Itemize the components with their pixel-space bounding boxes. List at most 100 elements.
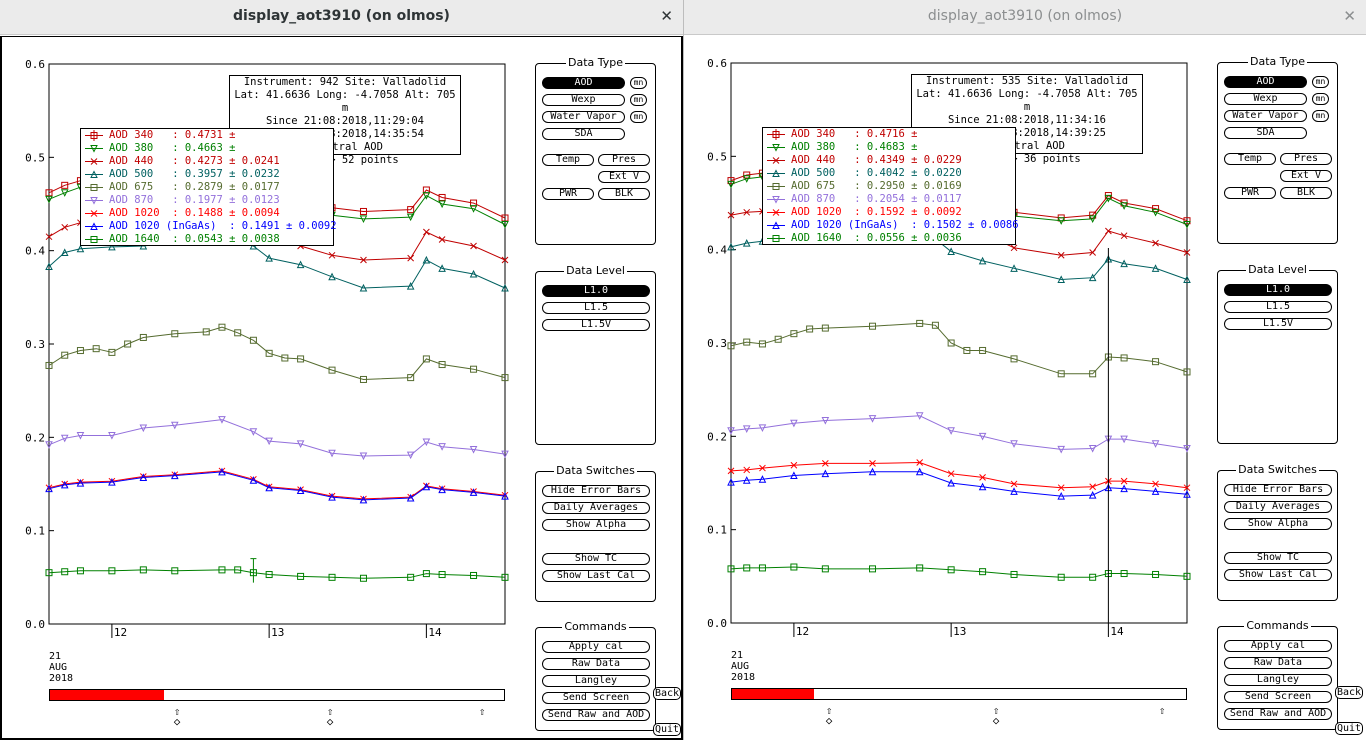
data-point [758,564,766,572]
time-scrollbar[interactable] [49,689,505,701]
wexp-button[interactable]: Wexp [1224,93,1307,105]
blk-button[interactable]: BLK [598,188,650,200]
title-bar[interactable]: display_aot3910 (on olmos) ✕ [0,0,683,35]
data-point [265,254,273,262]
data-point [139,241,148,250]
langley-button[interactable]: Langley [542,675,650,687]
show-alpha-button[interactable]: Show Alpha [1224,518,1332,530]
data-point [1183,368,1191,376]
send-screen-button[interactable]: Send Screen [1224,691,1332,703]
hide-error-bars-button[interactable]: Hide Error Bars [542,485,650,497]
sda-button[interactable]: SDA [1224,127,1307,139]
apply-cal-button[interactable]: Apply cal [542,641,650,653]
data-point [406,451,415,460]
info-since: Since 21:08:2018,11:29:04 [265,115,425,127]
show-last-cal-button[interactable]: Show Last Cal [1224,569,1332,581]
show-tc-button[interactable]: Show TC [1224,552,1332,564]
aod-mn-button[interactable]: mn [630,77,647,89]
data-point [915,467,924,476]
data-point [727,565,735,573]
time-scrollbar-thumb[interactable] [732,689,814,699]
ext-v-button[interactable]: Ext V [1280,170,1332,182]
time-marker-13[interactable]: ⇧ ◇ [326,705,334,728]
legend-label: AOD 870 : 0.1977 ± 0.0123 [109,194,280,206]
level-l15v-button[interactable]: L1.5V [542,319,650,331]
raw-data-button[interactable]: Raw Data [542,658,650,670]
send-raw-aod-button[interactable]: Send Raw and AOD [542,709,650,721]
level-l10-button[interactable]: L1.0 [542,285,650,297]
send-raw-aod-button[interactable]: Send Raw and AOD [1224,708,1332,720]
send-screen-button[interactable]: Send Screen [542,692,650,704]
data-point [438,264,446,272]
pwr-button[interactable]: PWR [1224,187,1276,199]
time-marker-12[interactable]: ⇧ ◇ [173,705,181,728]
quit-button[interactable]: Quit [1335,722,1364,735]
level-l15-button[interactable]: L1.5 [1224,301,1332,313]
data-point [1151,208,1160,217]
level-l10-button[interactable]: L1.0 [1224,284,1332,296]
aod-button[interactable]: AOD [1224,76,1307,88]
series-aod-1020-ingaas- [45,467,509,504]
apply-cal-button[interactable]: Apply cal [1224,640,1332,652]
data-point [821,460,829,467]
show-alpha-button[interactable]: Show Alpha [542,519,650,531]
data-point [171,567,179,575]
data-point [501,283,509,292]
legend-marker [772,235,780,242]
time-marker-14[interactable]: ⇧ [478,705,486,718]
aod-button[interactable]: AOD [542,77,625,89]
level-l15-button[interactable]: L1.5 [542,302,650,314]
data-point [359,375,367,383]
back-button[interactable]: Back [1335,686,1364,699]
time-scrollbar[interactable] [731,688,1187,700]
show-tc-button[interactable]: Show TC [542,553,650,565]
close-icon[interactable]: ✕ [660,7,673,25]
data-point [469,269,478,278]
time-marker-12[interactable]: ⇧ ◇ [825,704,833,727]
aod-mn-button[interactable]: mn [1312,76,1329,88]
water-vapor-button[interactable]: Water Vapor [542,111,625,123]
data-point [947,427,955,435]
daily-averages-button[interactable]: Daily Averages [542,502,650,514]
wexp-mn-button[interactable]: mn [1312,93,1329,105]
time-scrollbar-thumb[interactable] [50,690,164,700]
close-icon[interactable]: ✕ [1343,7,1356,25]
pres-button[interactable]: Pres [598,154,650,166]
series-line [48,471,506,501]
time-marker-13[interactable]: ⇧ ◇ [992,704,1000,727]
wexp-mn-button[interactable]: mn [630,94,647,106]
data-point [947,339,955,347]
temp-button[interactable]: Temp [542,154,594,166]
water-vapor-button[interactable]: Water Vapor [1224,110,1307,122]
back-button[interactable]: Back [653,687,682,700]
raw-data-button[interactable]: Raw Data [1224,657,1332,669]
data-point [45,233,53,241]
show-last-cal-button[interactable]: Show Last Cal [542,570,650,582]
quit-button[interactable]: Quit [653,723,682,736]
ext-v-button[interactable]: Ext V [598,171,650,183]
x-tick-label: 13 [271,626,284,639]
data-point [978,432,987,441]
data-point [821,324,829,332]
x-tick-label: 12 [796,625,809,638]
pwr-button[interactable]: PWR [542,188,594,200]
sda-button[interactable]: SDA [542,128,625,140]
pres-button[interactable]: Pres [1280,153,1332,165]
time-marker-14[interactable]: ⇧ [1158,704,1166,717]
wexp-button[interactable]: Wexp [542,94,625,106]
hide-error-bars-button[interactable]: Hide Error Bars [1224,484,1332,496]
data-point [406,282,415,290]
temp-button[interactable]: Temp [1224,153,1276,165]
data-point [1057,275,1066,284]
title-bar[interactable]: display_aot3910 (on olmos) ✕ [684,0,1366,35]
legend-symbol-icon [767,169,785,177]
level-l15v-button[interactable]: L1.5V [1224,318,1332,330]
legend-label: AOD 1640 : 0.0556 ± 0.0036 [791,232,962,244]
data-point [1104,194,1113,203]
water-vapor-mn-button[interactable]: mn [630,111,647,123]
daily-averages-button[interactable]: Daily Averages [1224,501,1332,513]
blk-button[interactable]: BLK [1280,187,1332,199]
langley-button[interactable]: Langley [1224,674,1332,686]
water-vapor-mn-button[interactable]: mn [1312,110,1329,122]
data-point [1088,491,1097,499]
